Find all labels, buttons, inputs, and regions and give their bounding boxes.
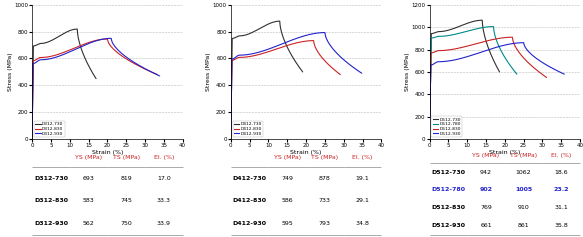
Legend: D412-730, D412-830, D412-930: D412-730, D412-830, D412-930	[233, 121, 264, 137]
X-axis label: Strain (%): Strain (%)	[489, 150, 521, 155]
Legend: D512-730, D512-780, D512-830, D512-930: D512-730, D512-780, D512-830, D512-930	[431, 116, 462, 137]
Y-axis label: Stress (MPa): Stress (MPa)	[405, 53, 410, 91]
X-axis label: Strain (%): Strain (%)	[92, 150, 123, 155]
Legend: D312-730, D312-830, D312-930: D312-730, D312-830, D312-930	[34, 121, 65, 137]
Y-axis label: Stress (MPa): Stress (MPa)	[206, 53, 211, 91]
Y-axis label: Stress (MPa): Stress (MPa)	[8, 53, 12, 91]
X-axis label: Strain (%): Strain (%)	[290, 150, 322, 155]
